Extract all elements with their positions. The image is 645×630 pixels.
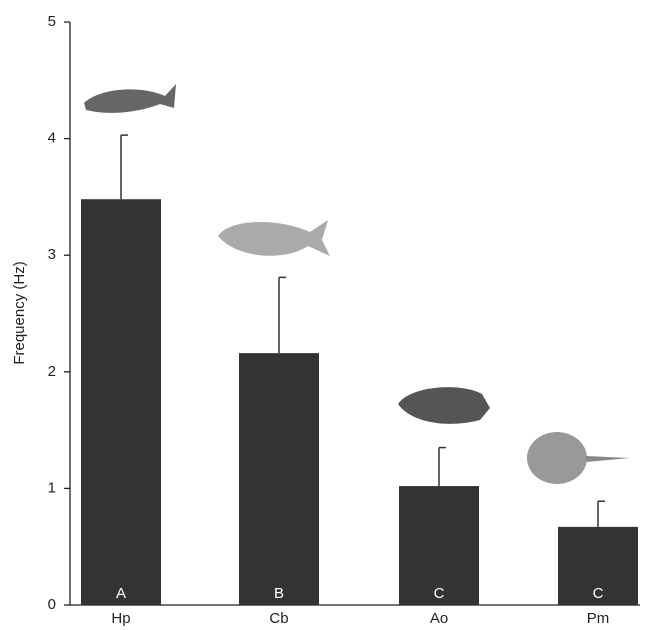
group-label: C [593, 585, 604, 602]
y-tick-label: 3 [48, 246, 56, 263]
y-tick-label: 2 [48, 363, 56, 380]
bar [239, 353, 319, 605]
chart: Frequency (Hz) 0 1 2 3 4 5 A Hp B Cb C Ao C Pm [0, 0, 645, 630]
y-axis-label: Frequency (Hz) [11, 261, 28, 364]
y-tick-label: 0 [48, 596, 56, 613]
group-label: A [116, 585, 126, 602]
fish-pm-body [527, 432, 587, 484]
x-tick-label: Pm [587, 610, 610, 627]
fish-cb [218, 220, 330, 256]
group-label: C [434, 585, 445, 602]
y-tick-label: 5 [48, 13, 56, 30]
y-tick-label: 1 [48, 479, 56, 496]
fish-hp [84, 84, 176, 113]
fish-pm-tail [586, 456, 630, 462]
x-tick-label: Cb [269, 610, 288, 627]
fish-icons [84, 84, 630, 484]
bar [81, 199, 161, 605]
x-tick-label: Ao [430, 610, 448, 627]
y-tick-label: 4 [48, 130, 56, 147]
x-tick-label: Hp [111, 610, 130, 627]
fish-ao [398, 387, 490, 424]
group-label: B [274, 585, 284, 602]
